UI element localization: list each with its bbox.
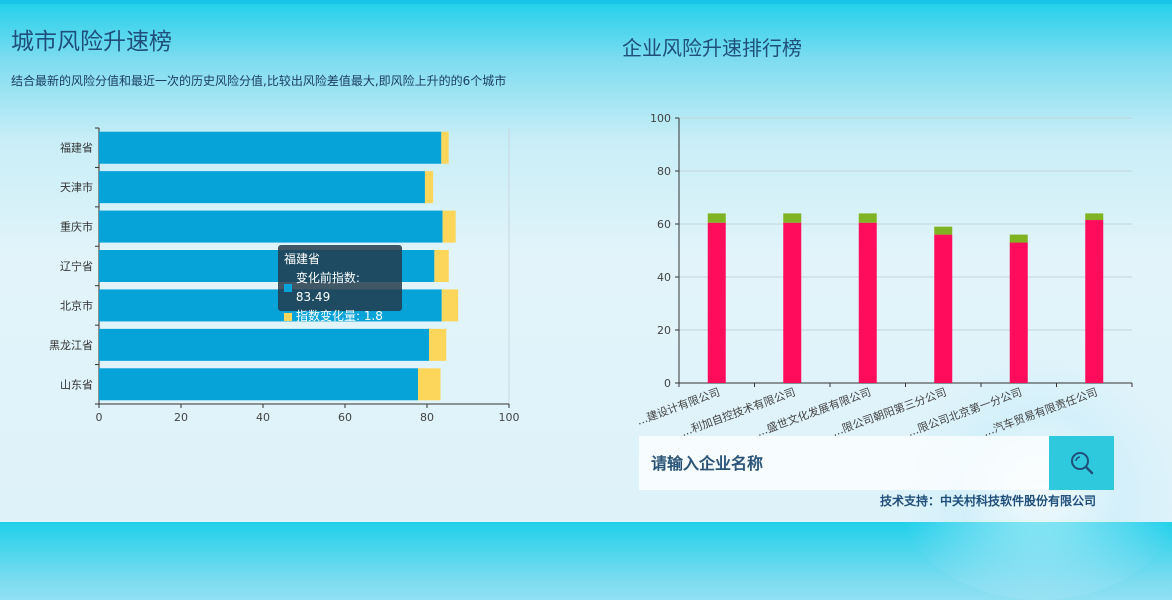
y-tick-label: 山东省: [60, 378, 93, 391]
company-search-input[interactable]: [639, 436, 1049, 490]
bar-change-4: [441, 289, 459, 322]
footer-credit: 技术支持：中关村科技软件股份有限公司: [880, 494, 1097, 508]
x-tick-label: 0: [96, 411, 103, 424]
bar-green-5: [1085, 213, 1104, 221]
bar-red-1: [783, 222, 802, 383]
tooltip-category: 福建省: [284, 252, 321, 266]
bar-base-0: [99, 131, 442, 164]
bar-base-2: [99, 210, 443, 243]
y-tick-label: 80: [657, 165, 671, 178]
y-tick-label: 40: [657, 271, 671, 284]
bar-red-0: [707, 222, 726, 383]
x-tick-label: 100: [499, 411, 520, 424]
bar-green-0: [707, 213, 726, 223]
top-accent-bar: [0, 0, 1172, 4]
bar-base-6: [99, 368, 418, 401]
legend-swatch-base: [284, 284, 292, 292]
y-tick-label: 黑龙江省: [49, 339, 93, 352]
bar-change-3: [434, 250, 449, 282]
y-tick-label: 20: [657, 324, 671, 337]
bar-red-2: [858, 222, 877, 383]
search-icon: [1070, 452, 1093, 475]
bar-change-6: [417, 368, 441, 401]
y-tick-label: 重庆市: [60, 220, 93, 234]
y-tick-label: 辽宁省: [60, 259, 93, 273]
bar-change-2: [442, 210, 456, 243]
tooltip-row-change: 指数变化量: 1.8: [284, 307, 396, 326]
y-tick-label: 100: [650, 112, 671, 125]
city-chart-description: 结合最新的风险分值和最近一次的历史风险分值,比较出风险差值最大,即风险上升的的6…: [11, 74, 507, 88]
chart-tooltip: 福建省 变化前指数: 83.49 指数变化量: 1.8: [278, 245, 402, 323]
bar-green-2: [858, 213, 877, 223]
search-button[interactable]: [1049, 436, 1114, 490]
tooltip-row-base: 变化前指数: 83.49: [284, 269, 396, 307]
city-chart-title: 城市风险升速榜: [11, 29, 172, 55]
tooltip-change-value: 指数变化量: 1.8: [296, 309, 383, 323]
bar-change-1: [424, 171, 434, 204]
bar-base-1: [99, 171, 425, 204]
x-tick-label: 40: [256, 411, 270, 424]
bar-green-4: [1009, 234, 1028, 243]
x-tick-label: 60: [338, 411, 352, 424]
bar-red-5: [1085, 220, 1104, 383]
x-tick-label: 20: [174, 411, 188, 424]
bar-green-1: [783, 213, 802, 223]
y-tick-label: 60: [657, 218, 671, 231]
bar-change-0: [441, 131, 449, 164]
bar-green-3: [934, 226, 953, 235]
legend-swatch-change: [284, 312, 292, 321]
y-tick-label: 0: [664, 377, 671, 390]
company-chart-title: 企业风险升速排行榜: [622, 36, 802, 60]
y-tick-label: 福建省: [60, 141, 93, 155]
y-tick-label: 天津市: [60, 180, 93, 194]
tooltip-base-value: 变化前指数: 83.49: [295, 271, 360, 304]
bar-change-5: [429, 328, 447, 361]
x-tick-label: 80: [420, 411, 434, 424]
company-risk-bar-chart: 020406080100...建设计有限公司...利加自控技术有限公司...盛世…: [635, 112, 1133, 439]
company-search-bar: [639, 436, 1114, 490]
bar-red-4: [1009, 242, 1028, 383]
bar-red-3: [934, 234, 953, 383]
bar-base-5: [99, 328, 430, 361]
y-tick-label: 北京市: [60, 298, 93, 312]
